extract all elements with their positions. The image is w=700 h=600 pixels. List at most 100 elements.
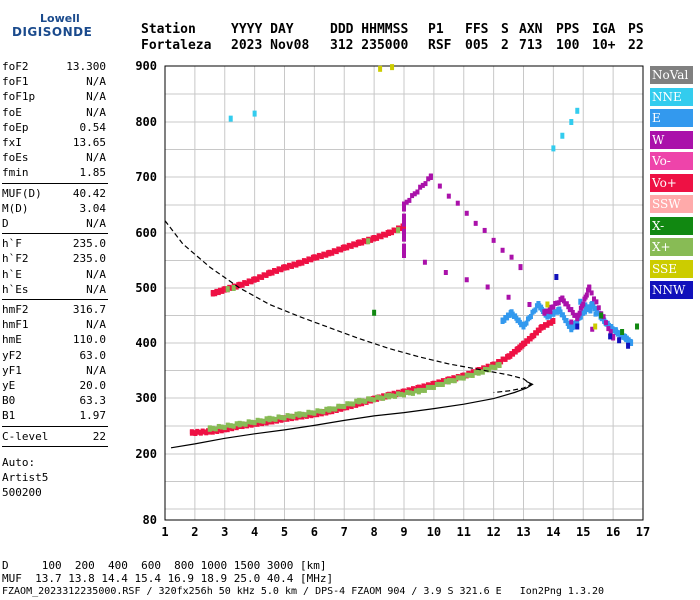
echo-mark (485, 367, 490, 373)
echo-mark (482, 366, 487, 372)
hdr-value-ffs: 005 (465, 38, 489, 53)
hdr-value-axn: 713 (519, 38, 543, 53)
echo-mark (521, 341, 526, 348)
echo-mark (321, 409, 326, 415)
echo-mark (464, 277, 469, 283)
echo-mark (231, 285, 236, 291)
echo-mark (547, 313, 552, 319)
param-value: 235.0 (72, 252, 106, 266)
param-key: D (2, 217, 9, 230)
echo-mark (342, 404, 347, 410)
x-tick-label: 16 (606, 525, 620, 539)
param-value: 22 (92, 429, 106, 443)
echo-mark (300, 411, 305, 417)
echo-mark (564, 318, 569, 324)
param-value: 110.0 (72, 333, 106, 347)
echo-mark (562, 315, 567, 321)
echo-mark (189, 429, 194, 436)
echo-mark (351, 401, 356, 407)
echo-mark (354, 398, 359, 404)
auto-scaling-line: 500200 (2, 486, 42, 500)
param-row: C-level 22 (2, 430, 106, 444)
echo-mark (461, 375, 466, 381)
param-value: 13.65 (72, 136, 106, 149)
echo-mark (402, 213, 406, 219)
echo-mark (416, 388, 421, 395)
param-row: h`F2 235.0 (2, 252, 106, 266)
x-tick-label: 2 (191, 525, 198, 539)
echo-mark (264, 272, 269, 278)
param-row: foEs N/A (2, 151, 106, 165)
param-key: h`Es (2, 282, 29, 296)
echo-mark (231, 423, 236, 429)
echo-mark (402, 221, 406, 227)
param-value: 316.7 (72, 303, 106, 316)
echo-mark (393, 393, 398, 399)
echo-mark (515, 346, 520, 353)
echo-mark (309, 257, 314, 263)
echo-mark (210, 290, 215, 297)
echo-mark (237, 282, 242, 289)
echo-mark (384, 393, 389, 399)
echo-mark (260, 274, 265, 280)
param-value: N/A (86, 90, 106, 104)
param-value: N/A (86, 105, 106, 119)
param-key: foF1 (2, 75, 29, 89)
hdr-value-time: 312 235000 (330, 38, 409, 53)
param-key: h`F (2, 237, 22, 251)
echo-mark (309, 410, 314, 416)
hdr-label-ffs: FFS (465, 22, 489, 37)
echo-mark (294, 411, 299, 417)
echo-mark (527, 302, 532, 307)
x-tick-label: 12 (486, 525, 500, 539)
echo-mark (525, 338, 530, 344)
param-value: 235.0 (72, 237, 106, 251)
param-row: h`F 235.0 (2, 237, 106, 251)
parameter-sidebar: foF2 13.300 foF1 N/A foF1p N/A foE N/A foEp 0.54 f… (2, 60, 108, 540)
hdr-label-pps: PPS (556, 22, 580, 37)
echo-mark (589, 290, 594, 296)
y-tick-label: 500 (135, 281, 157, 295)
echo-mark (606, 326, 611, 332)
echo-mark (560, 296, 565, 302)
echo-mark (608, 329, 613, 335)
echo-mark (327, 406, 332, 413)
echo-mark (261, 418, 266, 424)
param-row: B1 1.97 (2, 409, 106, 423)
param-value: 20.0 (79, 379, 107, 392)
echo-mark (635, 323, 640, 330)
echo-mark (551, 304, 556, 310)
echo-mark (402, 236, 406, 242)
echo-mark (334, 249, 339, 255)
echo-mark (623, 334, 628, 341)
echo-mark (617, 337, 622, 344)
x-tick-label: 11 (457, 525, 471, 539)
param-value: 63.0 (79, 348, 107, 362)
echo-mark (518, 264, 523, 271)
echo-mark (402, 202, 406, 208)
legend-item-sse: SSE (650, 259, 693, 278)
param-value: 1.85 (79, 166, 107, 180)
echo-mark (369, 396, 374, 402)
hdr-value-s: 2 (501, 38, 509, 53)
echo-mark (464, 372, 469, 378)
y-tick-label: 400 (135, 336, 157, 350)
echo-mark (404, 389, 409, 395)
echo-mark (402, 243, 406, 249)
echo-mark (592, 296, 597, 302)
echo-mark (297, 260, 302, 267)
echo-mark (578, 298, 583, 305)
echo-mark (593, 323, 598, 330)
echo-mark (569, 326, 574, 333)
echo-mark (396, 391, 401, 397)
param-row: yF1 N/A (2, 364, 106, 378)
echo-mark (330, 406, 335, 412)
echo-mark (381, 395, 386, 401)
param-value: 40.42 (72, 186, 106, 200)
profile-curve-dashed (164, 220, 533, 394)
echo-mark (255, 417, 260, 423)
echo-mark (560, 132, 565, 139)
param-key: yE (2, 379, 16, 392)
x-tick-label: 15 (576, 525, 590, 539)
param-row: fxI 13.65 (2, 136, 106, 150)
